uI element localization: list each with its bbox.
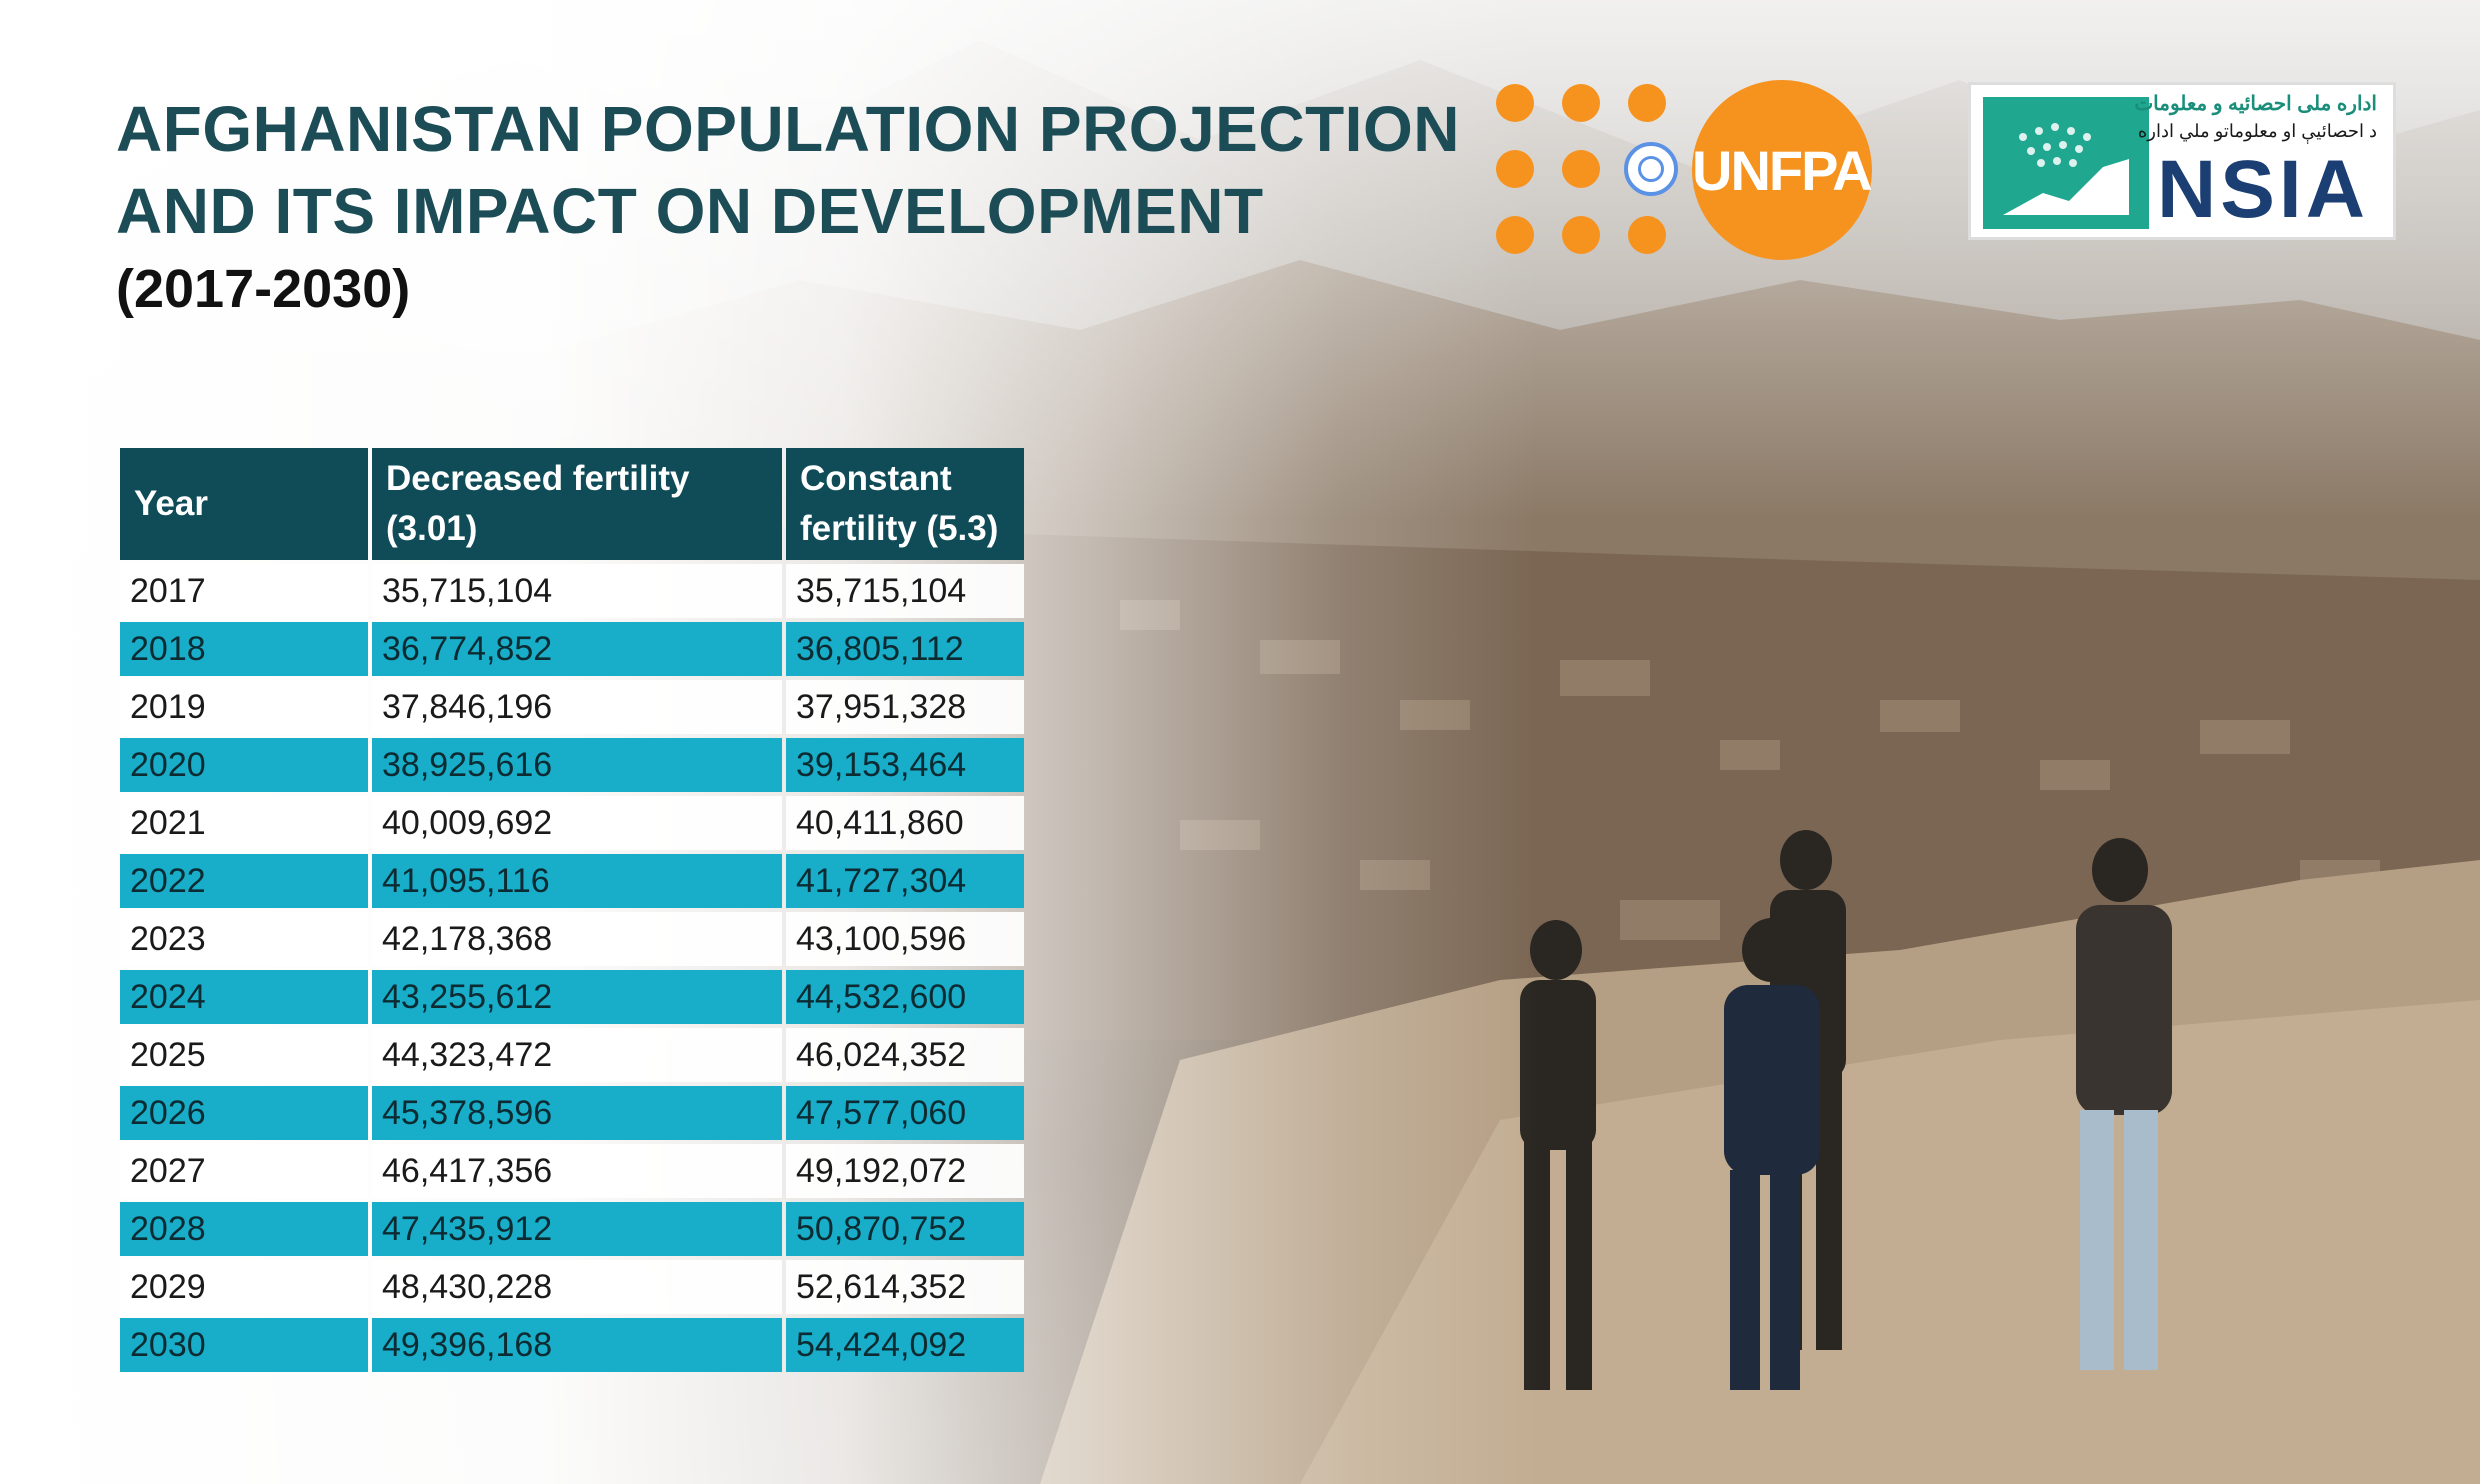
cell-decreased-fertility: 48,430,228 <box>372 1260 782 1314</box>
cell-constant-fertility: 39,153,464 <box>786 738 1024 792</box>
cell-constant-fertility: 54,424,092 <box>786 1318 1024 1372</box>
logo-dot <box>1562 216 1600 254</box>
table-row: 2030 49,396,168 54,424,092 <box>120 1318 1024 1372</box>
logo-dot <box>1496 150 1534 188</box>
table-row: 2026 45,378,596 47,577,060 <box>120 1086 1024 1140</box>
cell-year: 2024 <box>120 970 368 1024</box>
title-line-2: AND ITS IMPACT ON DEVELOPMENT <box>116 175 1264 247</box>
un-emblem-icon <box>1624 142 1678 196</box>
cell-decreased-fertility: 49,396,168 <box>372 1318 782 1372</box>
cell-constant-fertility: 37,951,328 <box>786 680 1024 734</box>
header-constant-fertility: Constant fertility (5.3) <box>786 448 1024 560</box>
nsia-emblem-icon <box>1983 97 2149 229</box>
logo-dot <box>1628 216 1666 254</box>
cell-constant-fertility: 41,727,304 <box>786 854 1024 908</box>
table-row: 2020 38,925,616 39,153,464 <box>120 738 1024 792</box>
cell-constant-fertility: 36,805,112 <box>786 622 1024 676</box>
table-row: 2023 42,178,368 43,100,596 <box>120 912 1024 966</box>
cell-constant-fertility: 50,870,752 <box>786 1202 1024 1256</box>
logo-dot <box>1562 150 1600 188</box>
cell-year: 2018 <box>120 622 368 676</box>
table-row: 2024 43,255,612 44,532,600 <box>120 970 1024 1024</box>
cell-constant-fertility: 49,192,072 <box>786 1144 1024 1198</box>
cell-year: 2021 <box>120 796 368 850</box>
cell-decreased-fertility: 45,378,596 <box>372 1086 782 1140</box>
table-row: 2025 44,323,472 46,024,352 <box>120 1028 1024 1082</box>
cell-decreased-fertility: 47,435,912 <box>372 1202 782 1256</box>
cell-year: 2023 <box>120 912 368 966</box>
logo-dot <box>1496 84 1534 122</box>
cell-decreased-fertility: 36,774,852 <box>372 622 782 676</box>
nsia-arabic-name-dari: اداره ملی احصائیه و معلومات <box>2134 93 2377 115</box>
cell-year: 2022 <box>120 854 368 908</box>
nsia-logo: اداره ملی احصائیه و معلومات د احصائيې او… <box>1968 82 2396 240</box>
unfpa-logo: UNFPA <box>1496 80 1882 260</box>
table-header-row: Year Decreased fertility (3.01) Constant… <box>120 448 1024 560</box>
cell-decreased-fertility: 44,323,472 <box>372 1028 782 1082</box>
cell-constant-fertility: 47,577,060 <box>786 1086 1024 1140</box>
table-row: 2027 46,417,356 49,192,072 <box>120 1144 1024 1198</box>
cell-year: 2028 <box>120 1202 368 1256</box>
title-line-1: AFGHANISTAN POPULATION PROJECTION <box>116 93 1460 165</box>
logo-dot <box>1496 216 1534 254</box>
cell-constant-fertility: 52,614,352 <box>786 1260 1024 1314</box>
cell-year: 2027 <box>120 1144 368 1198</box>
unfpa-wordmark: UNFPA <box>1692 139 1873 202</box>
nsia-wordmark: NSIA <box>2157 144 2369 235</box>
cell-year: 2017 <box>120 564 368 618</box>
table-row: 2019 37,846,196 37,951,328 <box>120 680 1024 734</box>
cell-constant-fertility: 44,532,600 <box>786 970 1024 1024</box>
unfpa-circle <box>1692 80 1872 260</box>
cell-year: 2020 <box>120 738 368 792</box>
cell-year: 2019 <box>120 680 368 734</box>
table-row: 2017 35,715,104 35,715,104 <box>120 564 1024 618</box>
cell-decreased-fertility: 38,925,616 <box>372 738 782 792</box>
header-decreased-fertility: Decreased fertility (3.01) <box>372 448 782 560</box>
logo-dot <box>1628 84 1666 122</box>
cell-constant-fertility: 46,024,352 <box>786 1028 1024 1082</box>
logo-dot <box>1562 84 1600 122</box>
cell-year: 2025 <box>120 1028 368 1082</box>
cell-year: 2026 <box>120 1086 368 1140</box>
cell-decreased-fertility: 35,715,104 <box>372 564 782 618</box>
population-table: Year Decreased fertility (3.01) Constant… <box>116 444 1028 1376</box>
cell-decreased-fertility: 43,255,612 <box>372 970 782 1024</box>
page-subtitle: (2017-2030) <box>116 259 411 319</box>
table-body: 2017 35,715,104 35,715,104 2018 36,774,852 36… <box>120 564 1024 1372</box>
cell-decreased-fertility: 41,095,116 <box>372 854 782 908</box>
cell-constant-fertility: 40,411,860 <box>786 796 1024 850</box>
table-row: 2018 36,774,852 36,805,112 <box>120 622 1024 676</box>
header-year: Year <box>120 448 368 560</box>
cell-decreased-fertility: 40,009,692 <box>372 796 782 850</box>
cell-decreased-fertility: 42,178,368 <box>372 912 782 966</box>
cell-year: 2029 <box>120 1260 368 1314</box>
cell-constant-fertility: 35,715,104 <box>786 564 1024 618</box>
cell-constant-fertility: 43,100,596 <box>786 912 1024 966</box>
table-row: 2028 47,435,912 50,870,752 <box>120 1202 1024 1256</box>
nsia-arabic-name-pashto: د احصائيې او معلوماتو ملي اداره <box>2137 121 2377 141</box>
table-row: 2021 40,009,692 40,411,860 <box>120 796 1024 850</box>
cell-year: 2030 <box>120 1318 368 1372</box>
cell-decreased-fertility: 46,417,356 <box>372 1144 782 1198</box>
table-row: 2022 41,095,116 41,727,304 <box>120 854 1024 908</box>
table-row: 2029 48,430,228 52,614,352 <box>120 1260 1024 1314</box>
page-title: AFGHANISTAN POPULATION PROJECTION AND IT… <box>116 88 1460 252</box>
cell-decreased-fertility: 37,846,196 <box>372 680 782 734</box>
